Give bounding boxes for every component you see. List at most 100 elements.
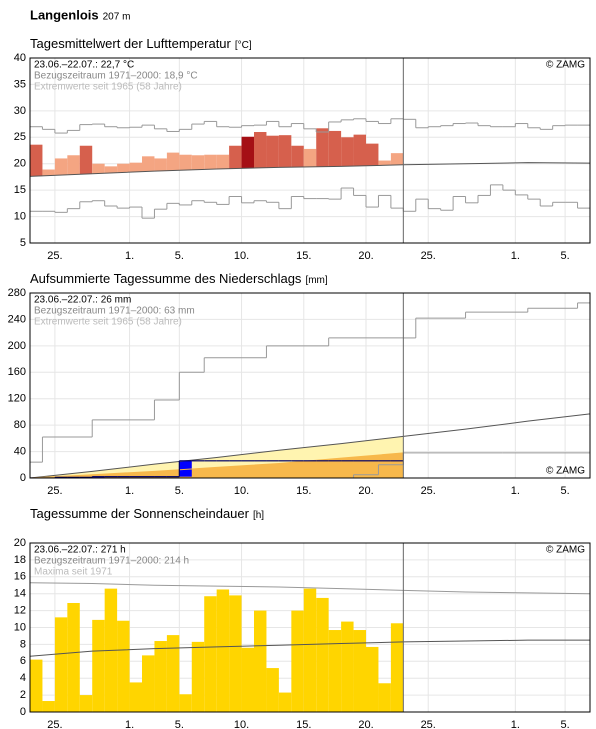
bar: [67, 602, 80, 712]
y-tick-label: 120: [8, 393, 26, 405]
y-tick-label: 280: [8, 287, 26, 299]
bar: [166, 635, 180, 712]
bar: [54, 158, 68, 176]
annotation: Bezugszeitraum 1971–2000: 18,9 °C: [34, 71, 198, 82]
bar: [316, 128, 329, 167]
credit: © ZAMG: [546, 545, 585, 556]
bar: [129, 162, 142, 172]
x-tick-label: 25.: [47, 719, 62, 729]
x-tick-label: 5.: [561, 719, 570, 729]
y-tick-label: 200: [8, 340, 26, 352]
plot-area: [30, 300, 590, 478]
bar: [154, 158, 167, 171]
bar: [204, 596, 217, 712]
bar: [179, 694, 192, 712]
bar: [328, 130, 342, 167]
y-tick-label: 6: [20, 655, 26, 667]
bar: [266, 135, 279, 168]
bar: [328, 630, 342, 712]
bar: [42, 701, 55, 712]
reference-line: [30, 452, 404, 478]
title-text: Tagesmittelwert der Lufttemperatur: [30, 36, 232, 51]
y-tick-label: 20: [14, 537, 26, 549]
bar: [191, 641, 205, 712]
bar: [254, 610, 267, 712]
bar: [353, 630, 366, 712]
bar: [341, 621, 354, 712]
annotation: 23.06.–22.07.: 22,7 °C: [34, 60, 134, 71]
y-tick-label: 80: [14, 419, 26, 431]
bar: [30, 144, 43, 177]
bar: [79, 145, 93, 175]
bar: [54, 617, 68, 712]
bar: [266, 668, 279, 712]
bar: [92, 619, 105, 712]
bar: [241, 647, 254, 712]
y-tick-label: 0: [20, 706, 26, 718]
daily-increment: [179, 460, 192, 477]
y-tick-label: 25: [14, 131, 26, 143]
x-tick-label: 15.: [296, 485, 311, 497]
bar: [254, 132, 267, 168]
bar: [166, 152, 180, 171]
y-tick-label: 15: [14, 184, 26, 196]
bar: [67, 155, 80, 175]
y-tick-label: 20: [14, 158, 26, 170]
x-tick-label: 25.: [47, 250, 62, 262]
x-tick-label: 1.: [511, 485, 520, 497]
bar: [30, 659, 43, 712]
chart: Tagesmittelwert der Lufttemperatur [°C] 5 1…: [14, 36, 591, 262]
x-tick-label: 25.: [47, 485, 62, 497]
chart: Aufsummierte Tagessumme des Niederschlag…: [8, 271, 591, 497]
y-tick-label: 8: [20, 638, 26, 650]
bar: [353, 134, 366, 166]
x-tick-label: 1.: [125, 485, 134, 497]
x-tick-label: 1.: [511, 250, 520, 262]
x-tick-label: 10.: [234, 485, 249, 497]
bar: [303, 148, 317, 167]
unit: [mm]: [305, 275, 327, 286]
annotation: Bezugszeitraum 1971–2000: 63 mm: [34, 306, 195, 317]
bar: [142, 655, 155, 712]
plot-frame: [29, 542, 591, 713]
bar: [129, 682, 142, 712]
x-tick-label: 1.: [511, 719, 520, 729]
x-tick-label: 25.: [421, 250, 436, 262]
reference-line: [30, 162, 590, 177]
y-tick-label: 10: [14, 621, 26, 633]
bar: [92, 163, 105, 174]
y-tick-label: 40: [14, 445, 26, 457]
x-tick-label: 25.: [421, 485, 436, 497]
plot-frame: [29, 57, 591, 244]
credit: © ZAMG: [546, 466, 585, 477]
annotation: 23.06.–22.07.: 26 mm: [34, 295, 131, 306]
bar: [291, 610, 304, 712]
reference-line: [30, 639, 590, 657]
bar: [378, 160, 391, 166]
y-tick-label: 40: [14, 52, 26, 64]
bar: [229, 595, 242, 712]
plot-frame: [29, 292, 591, 479]
y-tick-label: 14: [14, 588, 26, 600]
annotation: Extremwerte seit 1965 (58 Jahre): [34, 82, 182, 93]
x-tick-label: 1.: [125, 719, 134, 729]
bar: [278, 135, 292, 168]
bar: [117, 163, 130, 173]
elevation: 207 m: [103, 12, 131, 23]
bar: [79, 695, 93, 712]
bar: [390, 153, 404, 165]
y-tick-label: 35: [14, 78, 26, 90]
bar: [378, 683, 391, 712]
x-tick-label: 1.: [125, 250, 134, 262]
reference-line: [30, 582, 590, 595]
y-tick-label: 4: [20, 672, 26, 684]
chart: Tagessumme der Sonnenscheindauer [h] 0 2 4 6 8…: [14, 506, 591, 729]
bar: [366, 646, 379, 712]
bar: [303, 588, 317, 712]
x-tick-label: 15.: [296, 719, 311, 729]
annotation: Extremwerte seit 1965 (58 Jahre): [34, 317, 182, 328]
x-tick-label: 20.: [358, 485, 373, 497]
x-tick-label: 5.: [175, 485, 184, 497]
y-tick-label: 2: [20, 689, 26, 701]
bar: [291, 145, 304, 168]
